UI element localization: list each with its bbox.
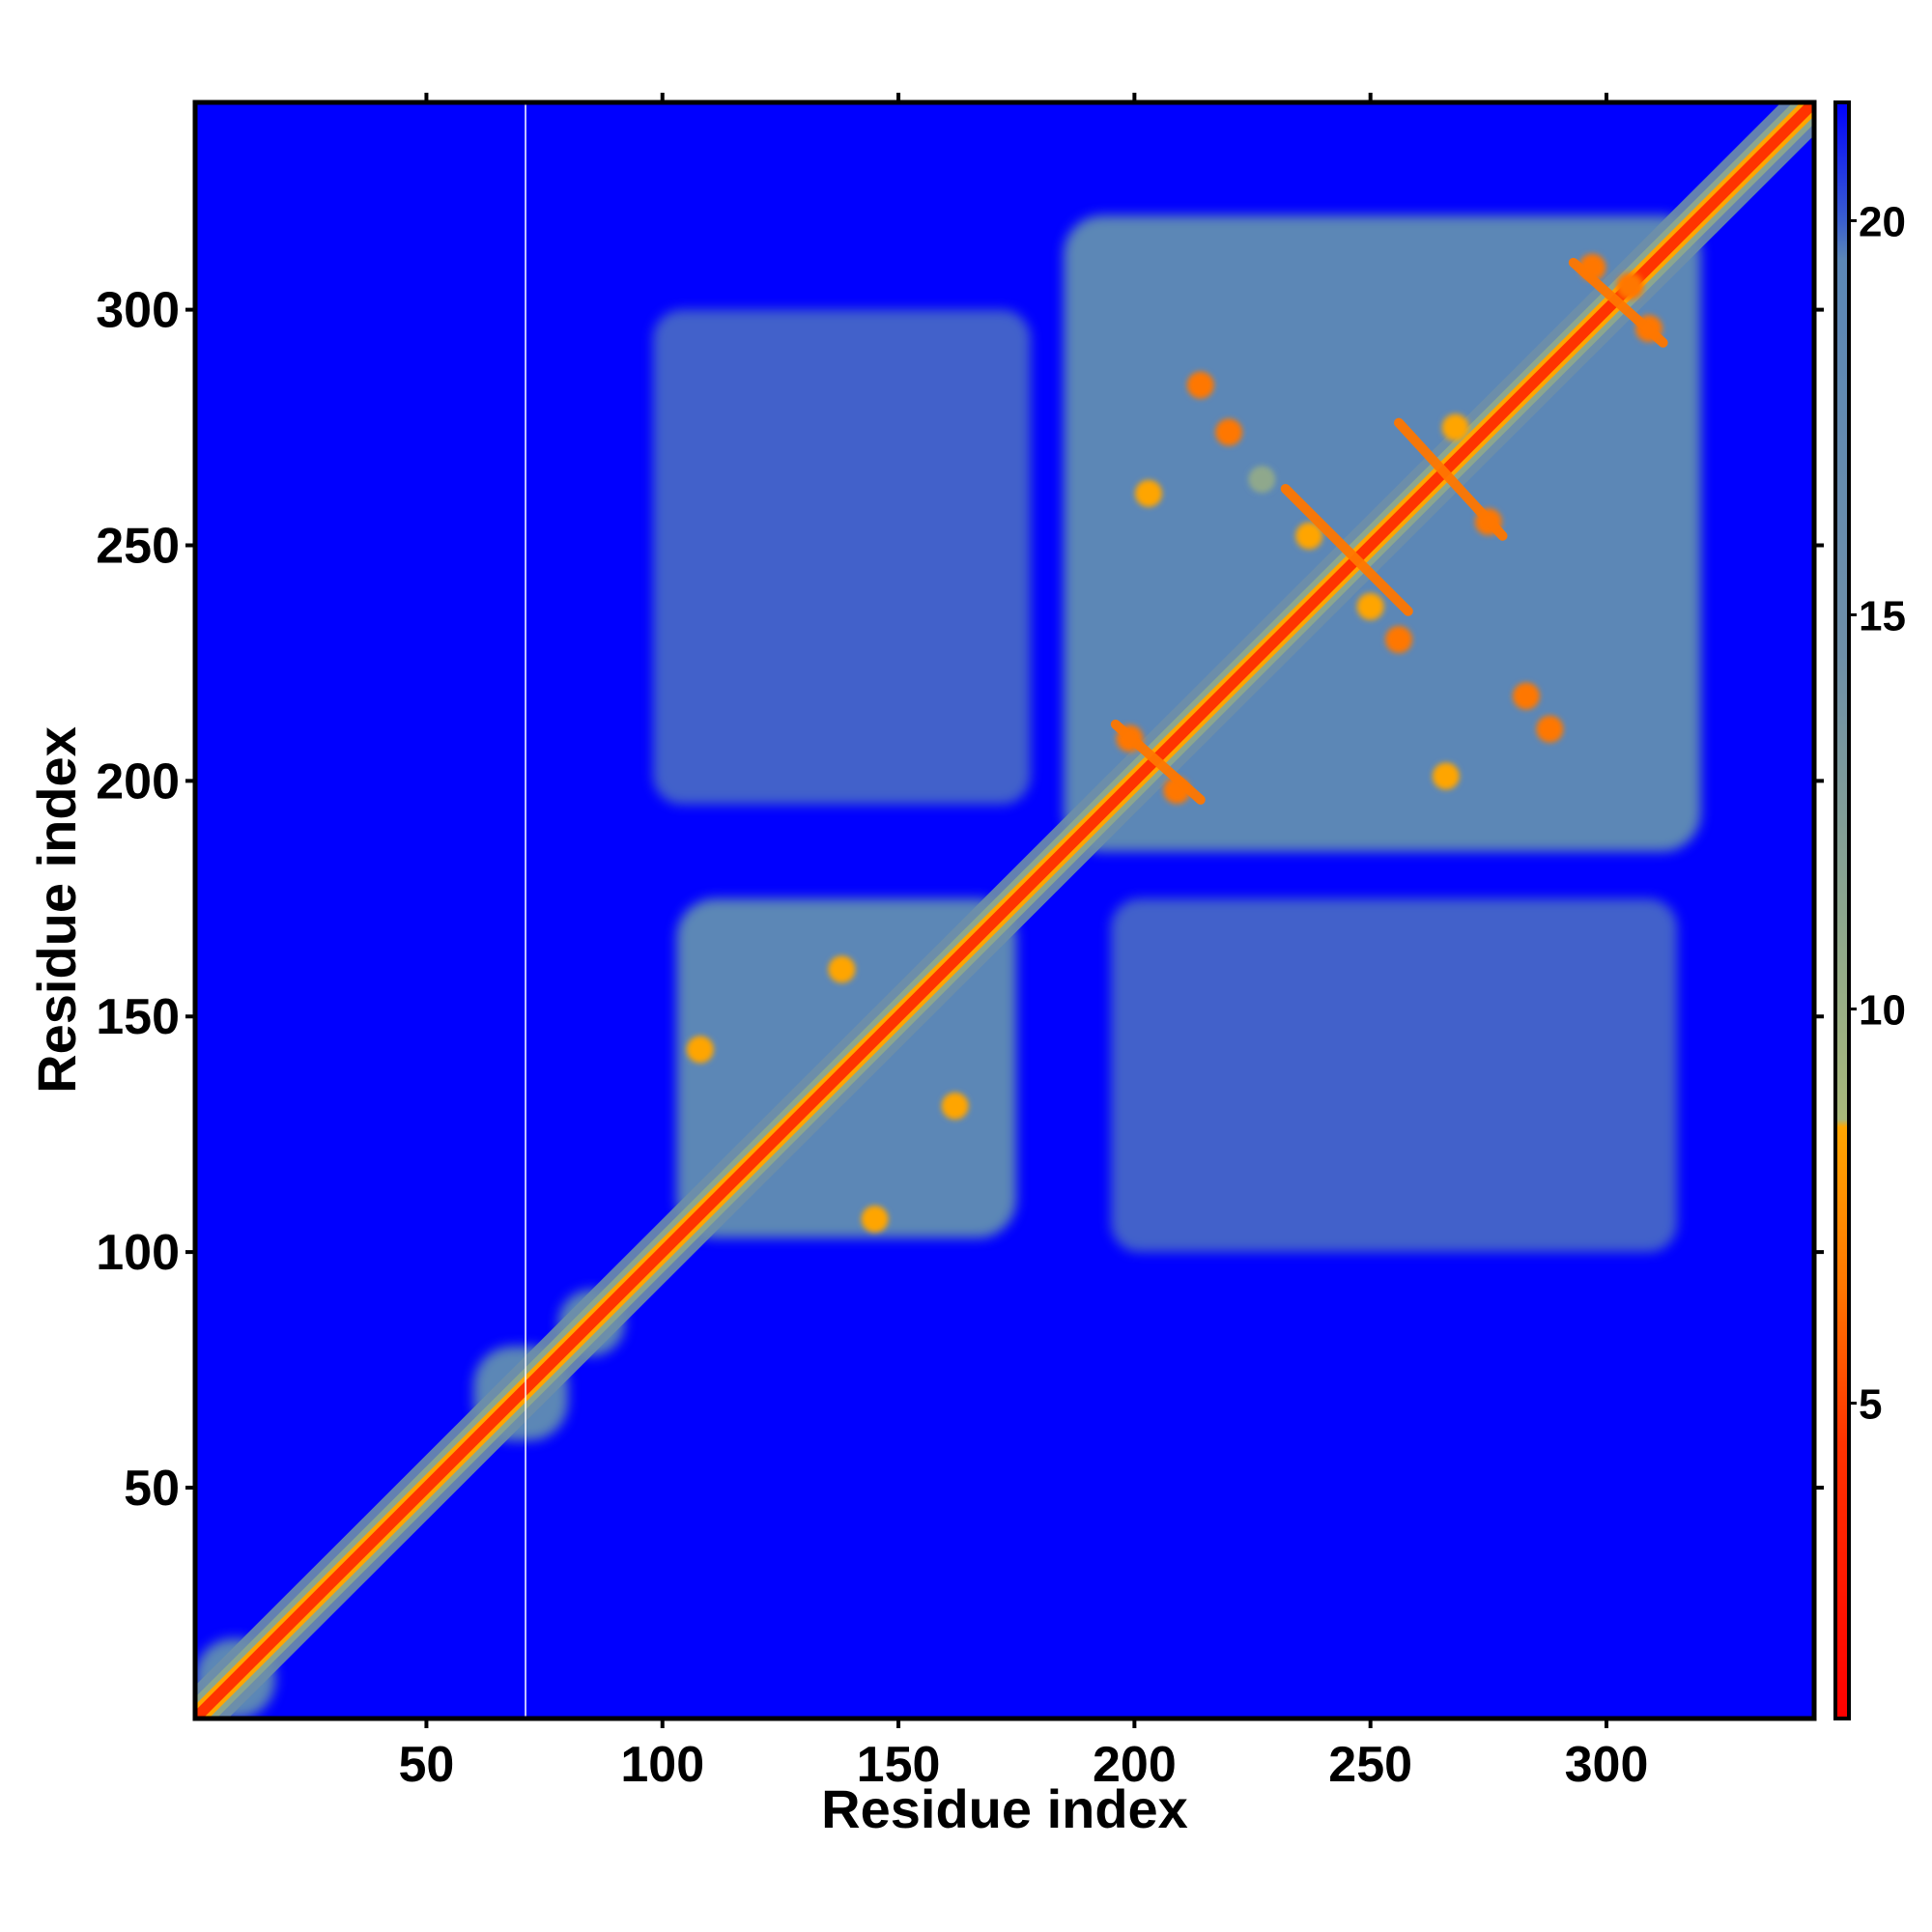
x-axis-title: Residue index — [821, 1778, 1188, 1839]
y-axis: 50 100 150 200 250 300 — [96, 283, 195, 1517]
x-tick-label-150: 150 — [857, 1737, 941, 1793]
x-tick-label-200: 200 — [1093, 1737, 1177, 1793]
heatmap — [195, 102, 1814, 1719]
x-tick-label-250: 250 — [1328, 1737, 1412, 1793]
local-contact-14 — [1536, 715, 1564, 743]
local-contact-9 — [1356, 592, 1384, 620]
x-tick-label-50: 50 — [399, 1737, 455, 1793]
y-tick-label-50: 50 — [124, 1461, 180, 1517]
local-contact-5 — [1215, 418, 1243, 446]
plot-frame — [192, 99, 1817, 1721]
local-contact-0 — [686, 1036, 714, 1064]
antidiagonal-contact-0 — [1394, 417, 1508, 541]
antidiagonal-contact-3 — [1568, 257, 1668, 348]
y-tick-label-100: 100 — [96, 1225, 180, 1281]
local-contact-4 — [1186, 371, 1214, 399]
local-contact-12 — [1441, 413, 1469, 441]
local-contact-8 — [1295, 522, 1323, 550]
y-axis-title: Residue index — [26, 726, 87, 1094]
local-contact-6 — [1135, 479, 1163, 507]
colorbar-tick-label-15: 15 — [1859, 592, 1906, 639]
top-axis-ticks — [424, 93, 1609, 102]
local-contact-15 — [1432, 762, 1460, 790]
colorbar-tick-label-20: 20 — [1859, 198, 1906, 245]
local-contact-1 — [861, 1205, 889, 1233]
colorbar-tick-label-5: 5 — [1859, 1381, 1882, 1429]
antidiagonal-contact-1 — [1280, 483, 1413, 616]
local-contact-3 — [941, 1092, 969, 1120]
colorbar-gradient — [1833, 100, 1851, 1720]
y-tick-label-200: 200 — [96, 753, 180, 810]
local-contact-10 — [1385, 626, 1413, 654]
colorbar-tick-label-10: 10 — [1859, 987, 1906, 1035]
antidiagonal-contact-2 — [1110, 719, 1206, 805]
y-tick-label-300: 300 — [96, 283, 180, 339]
x-tick-label-300: 300 — [1565, 1737, 1649, 1793]
local-contact-7 — [1248, 466, 1276, 494]
diagonal-band-red — [195, 102, 1814, 1719]
local-contact-13 — [1512, 682, 1540, 710]
x-axis: 50 100 150 200 250 300 — [399, 1719, 1649, 1793]
inter-domain-contact-1 — [1110, 898, 1678, 1253]
inter-domain-contact-0 — [652, 309, 1031, 805]
colorbar: 5 10 15 20 — [1833, 100, 1906, 1720]
colorbar-ticks: 5 10 15 20 — [1849, 198, 1906, 1429]
right-axis-ticks — [1814, 307, 1824, 1490]
local-contact-16 — [1616, 272, 1644, 300]
y-tick-label-150: 150 — [96, 989, 180, 1045]
local-contact-2 — [828, 955, 856, 983]
y-tick-label-250: 250 — [96, 518, 180, 574]
x-tick-label-100: 100 — [620, 1737, 704, 1793]
